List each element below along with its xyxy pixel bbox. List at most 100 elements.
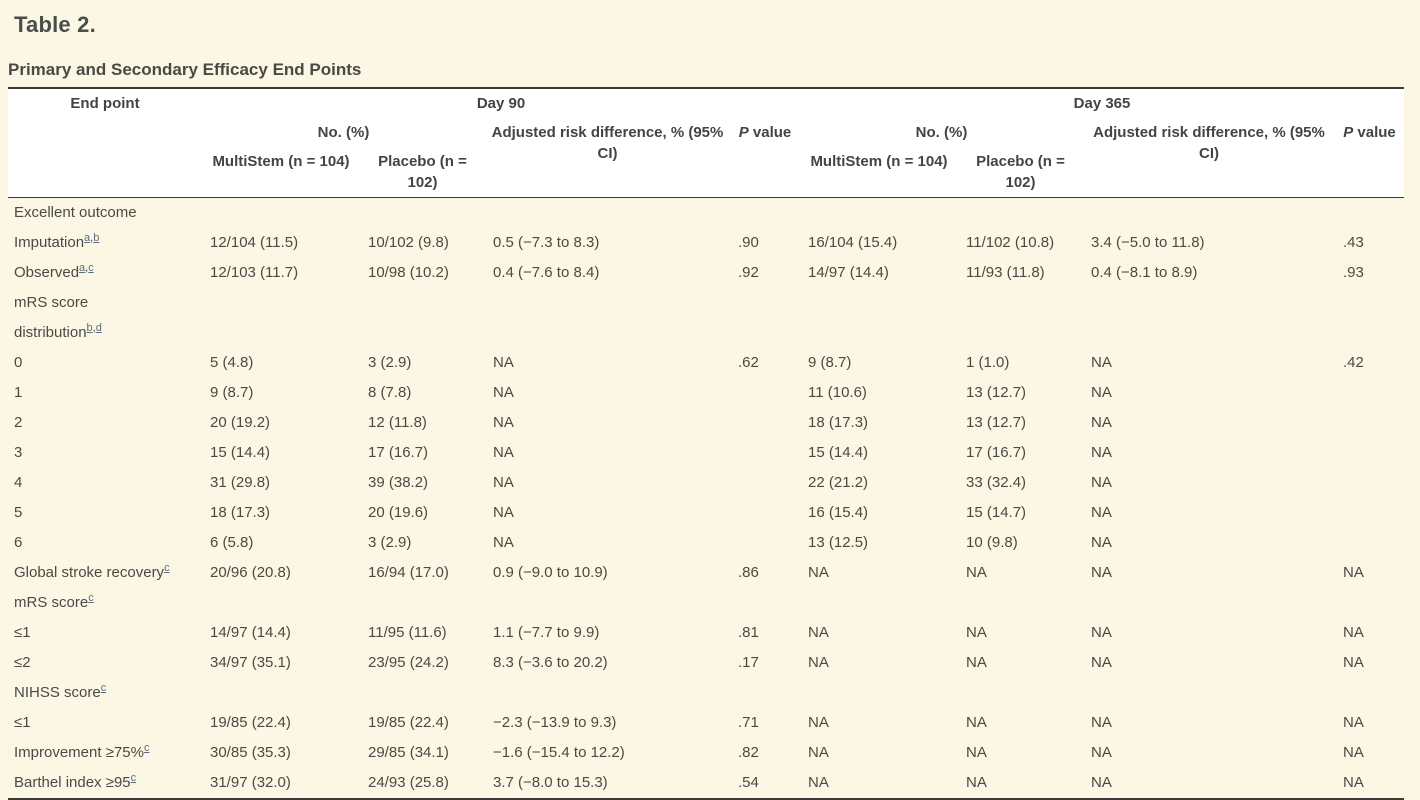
table-row: 2 20 (19.2) 12 (11.8) NA 18 (17.3) 13 (12.7) N… — [8, 408, 1404, 438]
data-cell: 24/93 (25.8) — [368, 774, 449, 791]
data-cell: 31 (29.8) — [210, 474, 271, 491]
data-cell — [800, 678, 958, 708]
data-cell: 13 (12.5) — [808, 534, 869, 551]
footnote-link-d[interactable]: d — [95, 322, 102, 334]
col-header-end-point: End point — [8, 88, 202, 198]
data-cell — [730, 588, 800, 618]
footnote-link-c[interactable]: c — [88, 592, 94, 604]
data-cell: NA — [808, 654, 829, 671]
footnote-link-c[interactable]: c — [100, 682, 107, 694]
data-cell — [360, 678, 485, 708]
data-cell: 0.4 (−7.6 to 8.4) — [493, 264, 600, 281]
data-cell: 10/102 (9.8) — [368, 234, 449, 251]
footnote-link-a[interactable]: a — [84, 232, 91, 244]
footnote-link-a[interactable]: a — [79, 262, 86, 274]
data-cell: .71 — [738, 714, 759, 731]
data-cell: NA — [1343, 624, 1364, 641]
col-header-placebo-day365: Placebo (n = 102) — [958, 147, 1083, 198]
data-cell — [800, 588, 958, 618]
data-cell: .62 — [738, 354, 759, 371]
data-cell: NA — [1091, 354, 1112, 371]
footnote-link-b[interactable]: b — [93, 232, 100, 244]
data-cell: NA — [493, 474, 514, 491]
data-cell: NA — [1343, 714, 1364, 731]
endpoint-cell: ≤2 — [14, 654, 31, 671]
data-cell — [485, 588, 730, 618]
data-cell: NA — [1091, 474, 1112, 491]
data-cell: NA — [1091, 654, 1112, 671]
data-cell — [1335, 408, 1404, 438]
endpoint-cell: Global stroke recoveryc — [14, 562, 170, 582]
table-row: 4 31 (29.8) 39 (38.2) NA 22 (21.2) 33 (32.4) N… — [8, 468, 1404, 498]
data-cell: NA — [808, 714, 829, 731]
data-cell: 8 (7.8) — [368, 384, 412, 401]
data-cell — [202, 288, 360, 348]
data-cell — [360, 288, 485, 348]
data-cell: 19/85 (22.4) — [368, 714, 449, 731]
data-cell — [1335, 528, 1404, 558]
data-cell: 0.5 (−7.3 to 8.3) — [493, 234, 600, 251]
footnote-superscript: c — [101, 682, 107, 694]
data-cell: .17 — [738, 654, 759, 671]
footnote-link-c[interactable]: c — [143, 742, 150, 754]
data-cell: NA — [966, 774, 987, 791]
table-row: mRS score distributionb,d — [8, 288, 1404, 348]
data-cell: NA — [493, 504, 514, 521]
data-cell — [1335, 198, 1404, 229]
endpoint-cell: Imputationa,b — [14, 232, 100, 252]
footnote-superscript: a,c — [79, 262, 94, 274]
data-cell — [1335, 588, 1404, 618]
endpoint-cell: 6 — [14, 534, 23, 551]
data-cell — [730, 378, 800, 408]
data-cell: 20 (19.6) — [368, 504, 429, 521]
col-header-risk-diff-day365: Adjusted risk difference, % (95% CI) — [1083, 118, 1335, 198]
data-cell: 13 (12.7) — [966, 384, 1027, 401]
data-cell: NA — [1091, 774, 1112, 791]
footnote-link-c[interactable]: c — [88, 262, 94, 274]
col-header-no-pct-day90: No. (%) — [202, 118, 485, 147]
table-row: Global stroke recoveryc 20/96 (20.8) 16/94… — [8, 558, 1404, 588]
data-cell: .93 — [1343, 264, 1364, 281]
footnote-link-c[interactable]: c — [164, 562, 170, 574]
footnote-link-c[interactable]: c — [130, 772, 137, 784]
data-cell: NA — [1343, 744, 1364, 761]
footnote-link-b[interactable]: b — [86, 322, 93, 334]
footnote-superscript: a,b — [84, 232, 100, 244]
data-cell — [360, 198, 485, 229]
data-cell: NA — [1343, 654, 1364, 671]
endpoint-cell: ≤1 — [14, 624, 31, 641]
table-subtitle: Primary and Secondary Efficacy End Point… — [8, 60, 362, 79]
data-cell: 11/93 (11.8) — [966, 264, 1045, 281]
endpoint-cell: 0 — [14, 354, 23, 371]
data-cell: 12/103 (11.7) — [210, 264, 299, 281]
table-row: NIHSS scorec — [8, 678, 1404, 708]
data-cell — [485, 198, 730, 229]
data-cell: NA — [1091, 624, 1112, 641]
data-cell: 8.3 (−3.6 to 20.2) — [493, 654, 608, 671]
data-cell — [1335, 498, 1404, 528]
endpoint-cell: 3 — [14, 444, 23, 461]
data-cell: .43 — [1343, 234, 1364, 251]
data-cell — [202, 198, 360, 229]
data-cell: 15 (14.4) — [808, 444, 869, 461]
data-cell: 29/85 (34.1) — [368, 744, 449, 761]
data-cell: 3 (2.9) — [368, 354, 412, 371]
data-cell — [1083, 198, 1335, 229]
data-cell — [730, 198, 800, 229]
data-cell: .82 — [738, 744, 759, 761]
data-cell: 16/104 (15.4) — [808, 234, 898, 251]
data-cell: NA — [1091, 534, 1112, 551]
data-cell: .92 — [738, 264, 759, 281]
table-row: mRS scorec — [8, 588, 1404, 618]
table-row: 3 15 (14.4) 17 (16.7) NA 15 (14.4) 17 (16.7) N… — [8, 438, 1404, 468]
data-cell: 30/85 (35.3) — [210, 744, 291, 761]
data-cell: NA — [493, 354, 514, 371]
data-cell: NA — [1091, 714, 1112, 731]
data-cell: NA — [966, 654, 987, 671]
data-cell: NA — [966, 714, 987, 731]
footnote-superscript: c — [164, 562, 170, 574]
efficacy-table: End point Day 90 Day 365 No. (%) Adjuste… — [8, 87, 1405, 800]
data-cell: .42 — [1343, 354, 1364, 371]
data-cell: NA — [1091, 384, 1112, 401]
data-cell: NA — [966, 744, 987, 761]
